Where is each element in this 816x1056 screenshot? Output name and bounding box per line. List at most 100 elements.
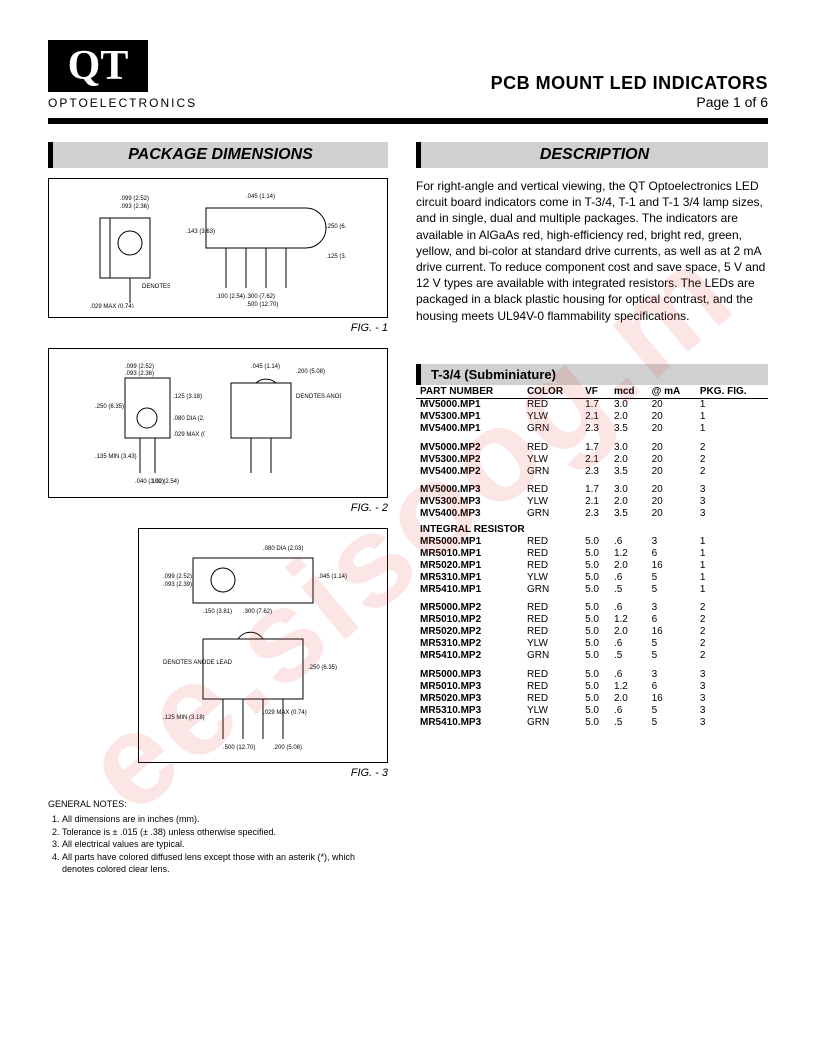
svg-text:.250 (6.35): .250 (6.35) bbox=[326, 224, 346, 230]
svg-text:.200 (5.08): .200 (5.08) bbox=[296, 369, 325, 375]
table-cell: 2 bbox=[696, 638, 768, 650]
table-cell: 1 bbox=[696, 423, 768, 435]
table-cell: 5.0 bbox=[581, 692, 610, 704]
svg-text:.500 (12.70): .500 (12.70) bbox=[223, 745, 255, 751]
svg-text:.045 (1.14): .045 (1.14) bbox=[246, 194, 275, 200]
table-row: MV5400.MP3GRN2.33.5203 bbox=[416, 508, 768, 520]
page-number: Page 1 of 6 bbox=[491, 94, 768, 110]
table-cell: 2.0 bbox=[610, 411, 648, 423]
table-cell: GRN bbox=[523, 650, 581, 662]
table-cell: 5 bbox=[648, 716, 696, 728]
table-cell: 2.1 bbox=[581, 453, 610, 465]
table-cell: 3.0 bbox=[610, 398, 648, 411]
figure-2: .099 (2.52) .093 (2.36) .125 (3.18) .080… bbox=[48, 348, 388, 498]
col-part: PART NUMBER bbox=[416, 385, 523, 399]
svg-text:.250 (6.35): .250 (6.35) bbox=[95, 404, 124, 410]
table-cell: GRN bbox=[523, 716, 581, 728]
table-cell: MR5010.MP3 bbox=[416, 680, 523, 692]
table-row: MR5020.MP2RED5.02.0162 bbox=[416, 626, 768, 638]
table-cell: 2.3 bbox=[581, 465, 610, 477]
table-cell: .5 bbox=[610, 650, 648, 662]
table-cell: YLW bbox=[523, 704, 581, 716]
fig2-side-icon: .045 (1.14) .200 (5.08) DENOTES ANODE LE… bbox=[221, 358, 341, 488]
table-cell: MR5020.MP3 bbox=[416, 692, 523, 704]
table-row: MR5000.MP2RED5.0.632 bbox=[416, 602, 768, 614]
table-cell: 3 bbox=[696, 508, 768, 520]
table-cell: 3.5 bbox=[610, 465, 648, 477]
table-row: MR5410.MP2GRN5.0.552 bbox=[416, 650, 768, 662]
table-row: MV5300.MP3YLW2.12.0203 bbox=[416, 496, 768, 508]
note-item: All parts have colored diffused lens exc… bbox=[62, 851, 388, 876]
table-cell: 20 bbox=[648, 423, 696, 435]
table-cell: .5 bbox=[610, 583, 648, 595]
table-cell: 1.2 bbox=[610, 547, 648, 559]
table-row: MR5000.MP1RED5.0.631 bbox=[416, 535, 768, 547]
fig3-top-icon: .080 DIA (2.03) .099 (2.52) .093 (2.39) … bbox=[163, 538, 363, 618]
table-cell: 2.0 bbox=[610, 626, 648, 638]
table-cell: MR5310.MP1 bbox=[416, 571, 523, 583]
left-column: PACKAGE DIMENSIONS .099 (2.52) .093 (2.3… bbox=[48, 142, 388, 876]
table-cell: MR5410.MP1 bbox=[416, 583, 523, 595]
table-cell: 3 bbox=[648, 668, 696, 680]
table-cell: .6 bbox=[610, 535, 648, 547]
table-cell: 20 bbox=[648, 508, 696, 520]
svg-text:.143 (3.63): .143 (3.63) bbox=[186, 229, 215, 235]
logo-subtitle: OPTOELECTRONICS bbox=[48, 96, 197, 110]
table-cell: .6 bbox=[610, 602, 648, 614]
table-cell: 20 bbox=[648, 398, 696, 411]
title-block: PCB MOUNT LED INDICATORS Page 1 of 6 bbox=[491, 73, 768, 110]
figure-1-caption: FIG. - 1 bbox=[48, 322, 388, 334]
table-cell: 3 bbox=[696, 496, 768, 508]
table-row: MV5400.MP1GRN2.33.5201 bbox=[416, 423, 768, 435]
table-cell: MV5300.MP3 bbox=[416, 496, 523, 508]
table-row: MV5300.MP2YLW2.12.0202 bbox=[416, 453, 768, 465]
table-cell: 2 bbox=[696, 602, 768, 614]
table-cell: 5.0 bbox=[581, 559, 610, 571]
table-cell: 1 bbox=[696, 398, 768, 411]
table-cell: 3 bbox=[696, 716, 768, 728]
document-title: PCB MOUNT LED INDICATORS bbox=[491, 73, 768, 94]
table-cell: 2 bbox=[696, 441, 768, 453]
table-cell: 2 bbox=[696, 465, 768, 477]
fig1-side-icon: .045 (1.14) .143 (3.63) .250 (6.35) .125… bbox=[186, 188, 346, 308]
table-cell: .6 bbox=[610, 571, 648, 583]
svg-text:DENOTES ANODE LEAD: DENOTES ANODE LEAD bbox=[296, 394, 341, 400]
figure-2-caption: FIG. - 2 bbox=[48, 502, 388, 514]
svg-text:.080 DIA (2.03): .080 DIA (2.03) bbox=[263, 546, 303, 552]
table-row: MR5010.MP1RED5.01.261 bbox=[416, 547, 768, 559]
table-cell: 5.0 bbox=[581, 547, 610, 559]
svg-text:.150 (3.81): .150 (3.81) bbox=[203, 609, 232, 615]
table-title: T-3/4 (Subminiature) bbox=[416, 364, 768, 385]
table-cell: RED bbox=[523, 547, 581, 559]
table-cell: YLW bbox=[523, 496, 581, 508]
col-fig: PKG. FIG. bbox=[696, 385, 768, 399]
table-cell: 2 bbox=[696, 650, 768, 662]
table-cell: 5.0 bbox=[581, 583, 610, 595]
table-cell: 1.7 bbox=[581, 484, 610, 496]
table-cell: RED bbox=[523, 614, 581, 626]
table-cell: .6 bbox=[610, 704, 648, 716]
table-cell: 1 bbox=[696, 559, 768, 571]
table-row: MR5020.MP1RED5.02.0161 bbox=[416, 559, 768, 571]
fig2-front-icon: .099 (2.52) .093 (2.36) .125 (3.18) .080… bbox=[95, 358, 205, 488]
table-cell: 2.0 bbox=[610, 559, 648, 571]
header-rule bbox=[48, 118, 768, 124]
table-cell: 20 bbox=[648, 465, 696, 477]
table-cell: 3.5 bbox=[610, 508, 648, 520]
table-cell: 5 bbox=[648, 638, 696, 650]
table-cell: GRN bbox=[523, 423, 581, 435]
table-cell: MV5000.MP2 bbox=[416, 441, 523, 453]
col-vf: VF bbox=[581, 385, 610, 399]
table-cell: RED bbox=[523, 398, 581, 411]
table-cell: RED bbox=[523, 602, 581, 614]
fig3-side-icon: DENOTES ANODE LEAD .125 MIN (3.18) .029 … bbox=[163, 624, 363, 754]
svg-text:.080 DIA (2.03): .080 DIA (2.03) bbox=[173, 416, 205, 422]
table-cell: 5 bbox=[648, 571, 696, 583]
table-cell: 5.0 bbox=[581, 638, 610, 650]
svg-text:.200 (5.08): .200 (5.08) bbox=[273, 745, 302, 751]
table-cell: .6 bbox=[610, 638, 648, 650]
table-cell: 5.0 bbox=[581, 680, 610, 692]
table-cell: 1 bbox=[696, 571, 768, 583]
table-row: MR5310.MP1YLW5.0.651 bbox=[416, 571, 768, 583]
table-cell: MV5400.MP3 bbox=[416, 508, 523, 520]
